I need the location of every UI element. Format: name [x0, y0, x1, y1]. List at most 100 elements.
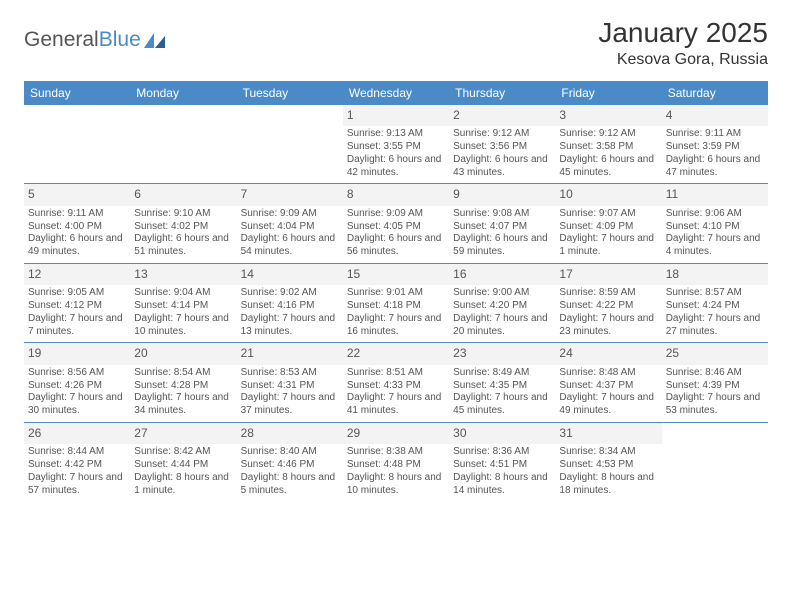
calendar-week: 5Sunrise: 9:11 AMSunset: 4:00 PMDaylight…	[24, 184, 768, 264]
calendar-day: 9Sunrise: 9:08 AMSunset: 4:07 PMDaylight…	[449, 184, 555, 263]
day-number: 18	[662, 264, 768, 285]
day-number: 9	[449, 184, 555, 205]
calendar-day: 28Sunrise: 8:40 AMSunset: 4:46 PMDayligh…	[237, 423, 343, 502]
calendar-day: 10Sunrise: 9:07 AMSunset: 4:09 PMDayligh…	[555, 184, 661, 263]
day-number: 1	[343, 105, 449, 126]
sunset-line: Sunset: 4:00 PM	[28, 221, 126, 234]
dow-sunday: Sunday	[24, 81, 130, 105]
sunset-line: Sunset: 4:35 PM	[453, 380, 551, 393]
sunrise-line: Sunrise: 8:54 AM	[134, 367, 232, 380]
day-number	[237, 105, 343, 126]
header: GeneralBlue January 2025 Kesova Gora, Ru…	[24, 18, 768, 69]
sunset-line: Sunset: 4:24 PM	[666, 300, 764, 313]
sunset-line: Sunset: 4:46 PM	[241, 459, 339, 472]
sunset-line: Sunset: 4:44 PM	[134, 459, 232, 472]
calendar-week: 12Sunrise: 9:05 AMSunset: 4:12 PMDayligh…	[24, 264, 768, 344]
calendar-day: 14Sunrise: 9:02 AMSunset: 4:16 PMDayligh…	[237, 264, 343, 343]
calendar-day: 13Sunrise: 9:04 AMSunset: 4:14 PMDayligh…	[130, 264, 236, 343]
sunset-line: Sunset: 3:59 PM	[666, 141, 764, 154]
calendar-day: 26Sunrise: 8:44 AMSunset: 4:42 PMDayligh…	[24, 423, 130, 502]
daylight-line: Daylight: 7 hours and 20 minutes.	[453, 313, 551, 339]
daylight-line: Daylight: 7 hours and 23 minutes.	[559, 313, 657, 339]
daylight-line: Daylight: 8 hours and 18 minutes.	[559, 472, 657, 498]
brand-text: GeneralBlue	[24, 28, 141, 52]
sunrise-line: Sunrise: 9:04 AM	[134, 287, 232, 300]
daylight-line: Daylight: 6 hours and 56 minutes.	[347, 233, 445, 259]
calendar-day: 20Sunrise: 8:54 AMSunset: 4:28 PMDayligh…	[130, 343, 236, 422]
sunrise-line: Sunrise: 9:08 AM	[453, 208, 551, 221]
calendar-day: 16Sunrise: 9:00 AMSunset: 4:20 PMDayligh…	[449, 264, 555, 343]
daylight-line: Daylight: 7 hours and 1 minute.	[559, 233, 657, 259]
sunset-line: Sunset: 3:58 PM	[559, 141, 657, 154]
sunrise-line: Sunrise: 9:13 AM	[347, 128, 445, 141]
sunrise-line: Sunrise: 9:05 AM	[28, 287, 126, 300]
day-number: 22	[343, 343, 449, 364]
sunset-line: Sunset: 4:28 PM	[134, 380, 232, 393]
daylight-line: Daylight: 7 hours and 16 minutes.	[347, 313, 445, 339]
daylight-line: Daylight: 7 hours and 13 minutes.	[241, 313, 339, 339]
day-number	[662, 423, 768, 444]
daylight-line: Daylight: 6 hours and 42 minutes.	[347, 154, 445, 180]
sunrise-line: Sunrise: 8:57 AM	[666, 287, 764, 300]
sunset-line: Sunset: 4:02 PM	[134, 221, 232, 234]
title-location: Kesova Gora, Russia	[598, 51, 768, 69]
sunrise-line: Sunrise: 9:11 AM	[28, 208, 126, 221]
title-month: January 2025	[598, 18, 768, 49]
sunset-line: Sunset: 4:10 PM	[666, 221, 764, 234]
calendar-day	[24, 105, 130, 184]
calendar-day: 19Sunrise: 8:56 AMSunset: 4:26 PMDayligh…	[24, 343, 130, 422]
sunrise-line: Sunrise: 8:53 AM	[241, 367, 339, 380]
dow-friday: Friday	[555, 81, 661, 105]
sunset-line: Sunset: 4:42 PM	[28, 459, 126, 472]
day-number: 14	[237, 264, 343, 285]
daylight-line: Daylight: 7 hours and 41 minutes.	[347, 392, 445, 418]
day-number: 19	[24, 343, 130, 364]
sunrise-line: Sunrise: 8:46 AM	[666, 367, 764, 380]
calendar-day: 29Sunrise: 8:38 AMSunset: 4:48 PMDayligh…	[343, 423, 449, 502]
day-number: 23	[449, 343, 555, 364]
day-number: 26	[24, 423, 130, 444]
sunrise-line: Sunrise: 8:40 AM	[241, 446, 339, 459]
daylight-line: Daylight: 6 hours and 47 minutes.	[666, 154, 764, 180]
calendar-day: 22Sunrise: 8:51 AMSunset: 4:33 PMDayligh…	[343, 343, 449, 422]
sunset-line: Sunset: 4:51 PM	[453, 459, 551, 472]
calendar-day: 7Sunrise: 9:09 AMSunset: 4:04 PMDaylight…	[237, 184, 343, 263]
sunset-line: Sunset: 4:26 PM	[28, 380, 126, 393]
day-number: 25	[662, 343, 768, 364]
day-number: 21	[237, 343, 343, 364]
sunset-line: Sunset: 4:22 PM	[559, 300, 657, 313]
daylight-line: Daylight: 7 hours and 53 minutes.	[666, 392, 764, 418]
day-number: 11	[662, 184, 768, 205]
calendar-day: 12Sunrise: 9:05 AMSunset: 4:12 PMDayligh…	[24, 264, 130, 343]
calendar-day: 23Sunrise: 8:49 AMSunset: 4:35 PMDayligh…	[449, 343, 555, 422]
dow-tuesday: Tuesday	[237, 81, 343, 105]
sunset-line: Sunset: 4:14 PM	[134, 300, 232, 313]
calendar-day: 4Sunrise: 9:11 AMSunset: 3:59 PMDaylight…	[662, 105, 768, 184]
daylight-line: Daylight: 7 hours and 49 minutes.	[559, 392, 657, 418]
sunset-line: Sunset: 4:04 PM	[241, 221, 339, 234]
daylight-line: Daylight: 7 hours and 57 minutes.	[28, 472, 126, 498]
day-number: 30	[449, 423, 555, 444]
calendar-day: 17Sunrise: 8:59 AMSunset: 4:22 PMDayligh…	[555, 264, 661, 343]
sunset-line: Sunset: 4:31 PM	[241, 380, 339, 393]
calendar-header-row: Sunday Monday Tuesday Wednesday Thursday…	[24, 81, 768, 105]
daylight-line: Daylight: 8 hours and 14 minutes.	[453, 472, 551, 498]
sunset-line: Sunset: 4:20 PM	[453, 300, 551, 313]
sunset-line: Sunset: 4:07 PM	[453, 221, 551, 234]
day-number: 6	[130, 184, 236, 205]
calendar-day: 27Sunrise: 8:42 AMSunset: 4:44 PMDayligh…	[130, 423, 236, 502]
daylight-line: Daylight: 6 hours and 43 minutes.	[453, 154, 551, 180]
calendar-day: 2Sunrise: 9:12 AMSunset: 3:56 PMDaylight…	[449, 105, 555, 184]
sunrise-line: Sunrise: 9:06 AM	[666, 208, 764, 221]
calendar: Sunday Monday Tuesday Wednesday Thursday…	[24, 81, 768, 502]
sunrise-line: Sunrise: 9:09 AM	[347, 208, 445, 221]
day-number	[24, 105, 130, 126]
day-number: 20	[130, 343, 236, 364]
calendar-day: 11Sunrise: 9:06 AMSunset: 4:10 PMDayligh…	[662, 184, 768, 263]
sunrise-line: Sunrise: 8:34 AM	[559, 446, 657, 459]
sunrise-line: Sunrise: 9:11 AM	[666, 128, 764, 141]
sunset-line: Sunset: 4:37 PM	[559, 380, 657, 393]
calendar-day: 15Sunrise: 9:01 AMSunset: 4:18 PMDayligh…	[343, 264, 449, 343]
dow-saturday: Saturday	[662, 81, 768, 105]
calendar-day: 1Sunrise: 9:13 AMSunset: 3:55 PMDaylight…	[343, 105, 449, 184]
